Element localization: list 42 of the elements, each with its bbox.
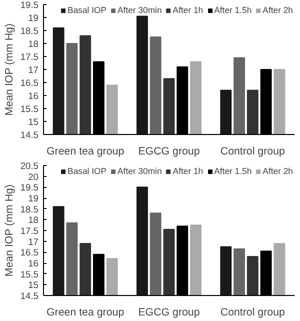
x-tick-label: Green tea group xyxy=(46,146,124,158)
y-tick-label: 17 xyxy=(28,65,39,75)
x-tick-label: Green tea group xyxy=(46,306,124,318)
legend-label: After 2h xyxy=(262,166,293,176)
y-tick-label: 15.5 xyxy=(20,104,38,114)
legend-label: After 2h xyxy=(262,5,293,15)
legend-label: After 1.5h xyxy=(214,5,252,15)
y-tick-label: 16.5 xyxy=(20,248,38,258)
y-tick-label: 16 xyxy=(28,258,39,268)
y-tick-label: 16.5 xyxy=(20,78,38,88)
legend-label: After 30min xyxy=(118,166,162,176)
y-tick-label: 15 xyxy=(28,280,39,290)
y-tick-label: 19 xyxy=(28,13,39,23)
x-tick-label: Control group xyxy=(220,146,286,158)
legend-label: After 1h xyxy=(172,166,204,176)
x-tick-label: EGCG group xyxy=(138,306,200,318)
y-tick-label: 20 xyxy=(28,172,39,182)
y-tick-label: 14.5 xyxy=(20,130,38,140)
y-tick-label: 17 xyxy=(28,236,39,247)
y-tick-label: 18 xyxy=(28,39,39,49)
legend-label: Basal IOP xyxy=(68,5,107,15)
y-tick-label: 18.5 xyxy=(20,204,38,214)
y-axis-title: Mean IOP (mm Hg) xyxy=(3,23,16,116)
y-tick-label: 19.5 xyxy=(20,0,38,10)
y-tick-label: 15 xyxy=(28,117,39,127)
x-tick-label: EGCG group xyxy=(138,146,200,158)
y-tick-label: 19 xyxy=(28,194,39,204)
y-tick-label: 14.5 xyxy=(20,291,38,301)
x-tick-label: Control group xyxy=(220,306,286,318)
legend-label: Basal IOP xyxy=(68,166,107,176)
y-tick-label: 18 xyxy=(28,215,39,226)
y-tick-label: 16 xyxy=(28,91,39,101)
y-axis-title: Mean IOP (mm Hg) xyxy=(3,184,16,277)
legend-label: After 1h xyxy=(172,5,204,15)
legend-label: After 30min xyxy=(118,5,162,15)
y-tick-label: 18.5 xyxy=(20,26,38,36)
legend-label: After 1.5h xyxy=(214,166,252,176)
y-tick-label: 19.5 xyxy=(20,182,38,193)
y-tick-label: 20.5 xyxy=(20,161,38,171)
y-tick-label: 15.5 xyxy=(20,269,38,280)
y-tick-label: 17.5 xyxy=(20,226,38,236)
y-tick-label: 17.5 xyxy=(20,52,38,62)
